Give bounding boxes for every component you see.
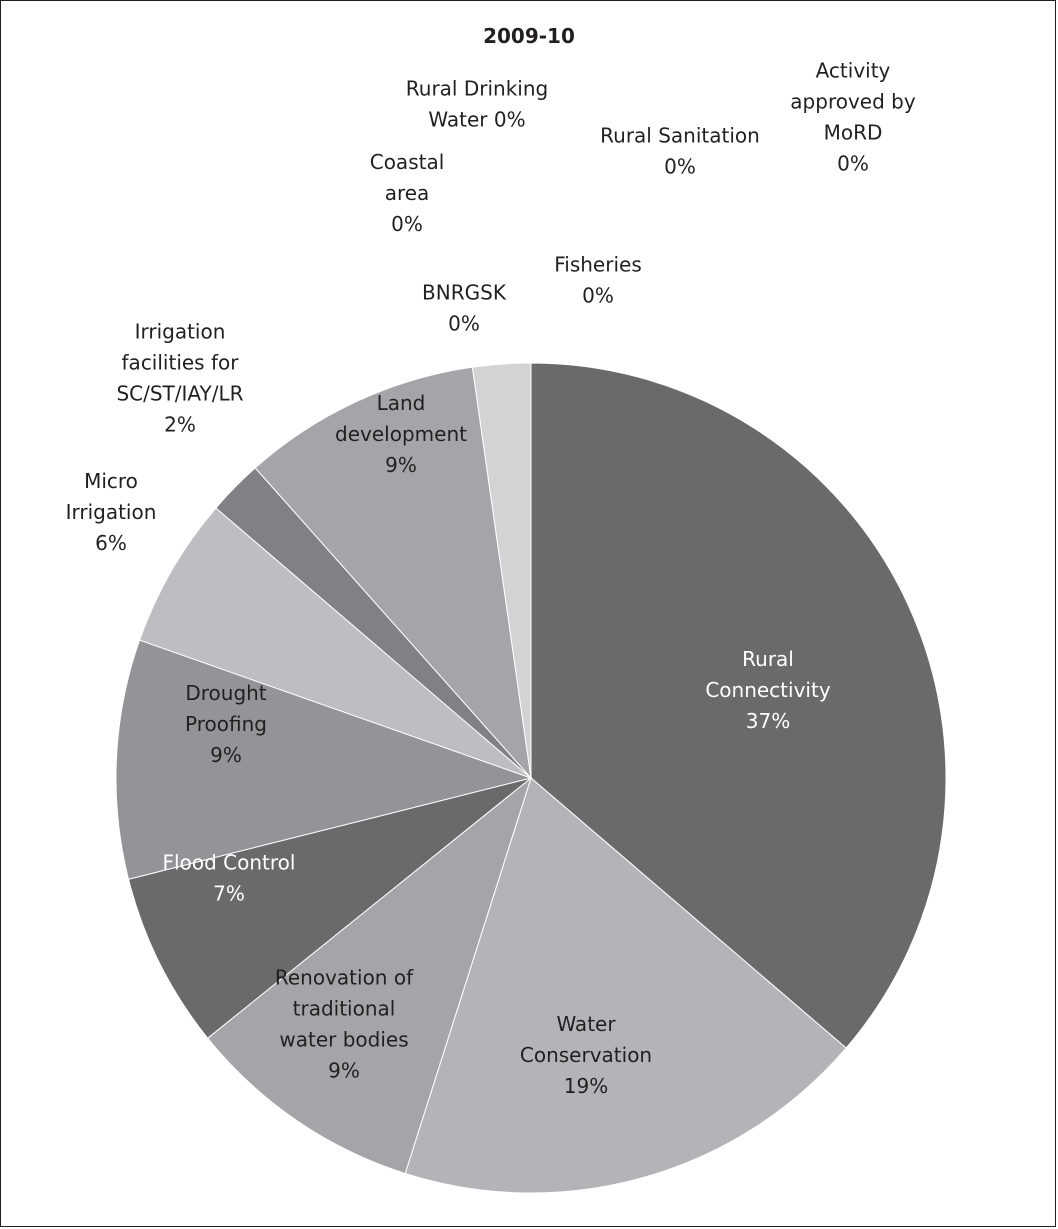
slice-label: Fisheries 0% [554,253,642,308]
slice-label: Irrigation facilities for SC/ST/IAY/LR 2% [116,320,243,437]
pie-slice [530,362,947,1049]
pie-slice [254,366,532,780]
slice-label: Drought Proofing 9% [185,681,267,767]
slice-label: Coastal area 0% [370,150,445,236]
pie-slice [138,507,532,779]
slice-label: BNRGSK 0% [422,281,507,336]
slice-label: Rural Connectivity 37% [705,647,830,733]
pie-slice [115,639,533,880]
pie-slice [404,777,847,1194]
pie-slice [206,776,532,1175]
pie-labels: Rural Connectivity 37% Water Conservation 19%… [66,59,916,1099]
pie-slice [471,362,532,779]
slice-label: Rural Sanitation 0% [600,124,760,179]
pie-slice [127,777,532,1039]
slice-label: Renovation of traditional water bodies 9% [275,966,414,1083]
slice-label: Land development 9% [335,391,467,477]
pie-slices [115,362,947,1194]
chart-title: 2009-10 [483,24,575,48]
slice-label: Activity approved by MoRD 0% [790,59,916,176]
slice-label: Micro Irrigation 6% [66,469,157,555]
slice-label: Water Conservation 19% [520,1012,652,1098]
slice-label: Rural Drinking Water 0% [406,77,548,132]
slice-label: Flood Control 7% [163,851,296,906]
